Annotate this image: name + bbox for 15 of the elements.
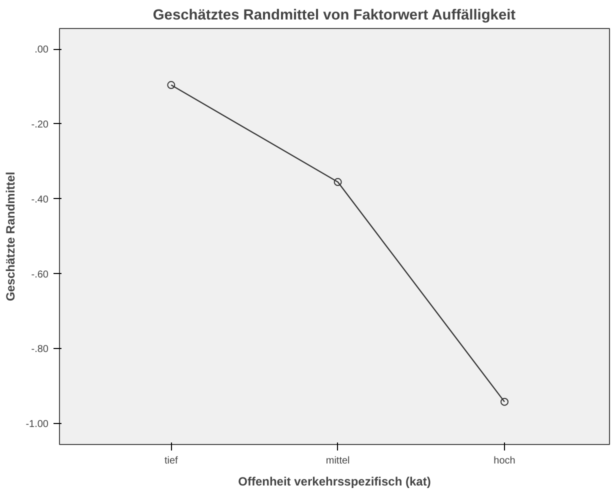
x-tick-label: tief (164, 456, 178, 466)
y-tick-label: -1.00 (26, 419, 49, 430)
y-tick-label: -.80 (31, 344, 49, 356)
point (500, 398, 508, 406)
y-tick-label: -.60 (31, 269, 49, 280)
point (167, 81, 176, 90)
x-tick-label: mittel (326, 456, 350, 466)
x-axis-title: Offenheit verkehrsspezifisch (kat) (238, 474, 431, 488)
x-tick-label: hoch (494, 456, 516, 466)
y-tick-label: -.20 (31, 119, 49, 130)
y-tick-label: -.40 (31, 194, 49, 206)
y-tick-label: .00 (34, 44, 49, 56)
y-axis-title: Geschätzte Randmittel (4, 172, 18, 302)
point (334, 178, 342, 186)
chart-title: Geschätztes Randmittel von Faktorwert Auffälligkeit (152, 8, 516, 24)
